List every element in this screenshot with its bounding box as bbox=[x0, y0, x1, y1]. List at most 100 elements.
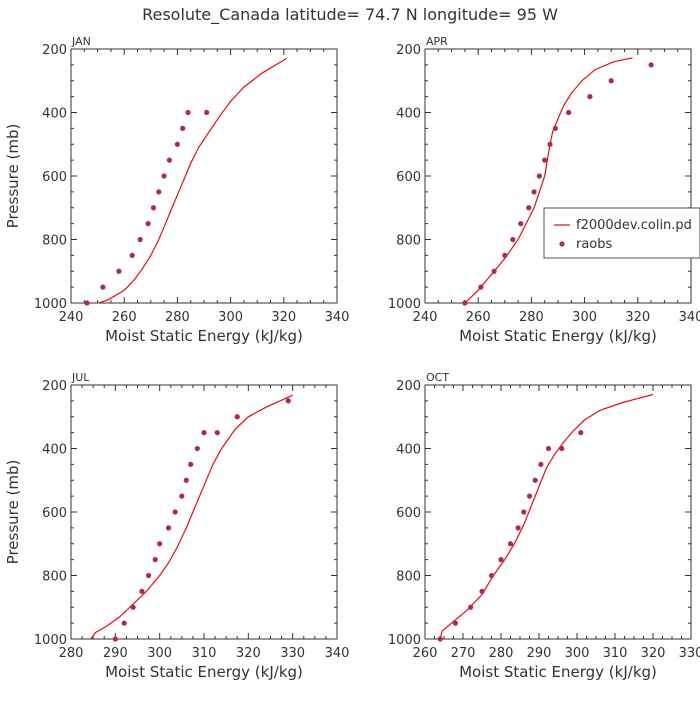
raobs-point bbox=[180, 125, 186, 131]
panels-group: 240 260 280 300 320 340 200 400 600 800 1000 JAN Moi… bbox=[4, 35, 700, 681]
raobs-point bbox=[201, 430, 207, 436]
y-tick-label: 800 bbox=[42, 570, 67, 585]
raobs-point bbox=[587, 94, 593, 100]
legend-obs-label: raobs bbox=[576, 237, 613, 252]
x-tick-label: 320 bbox=[271, 310, 296, 325]
x-tick-label: 240 bbox=[413, 310, 438, 325]
raobs-point bbox=[566, 109, 572, 116]
x-tick-label: 290 bbox=[103, 646, 128, 661]
raobs-point bbox=[179, 493, 185, 499]
raobs-point bbox=[194, 445, 200, 452]
raobs-point bbox=[542, 157, 548, 163]
raobs-point bbox=[174, 141, 180, 147]
raobs-point bbox=[479, 588, 485, 594]
raobs-point bbox=[112, 636, 118, 642]
raobs-point bbox=[145, 221, 151, 227]
raobs-point bbox=[648, 62, 654, 68]
raobs-point bbox=[100, 284, 106, 290]
y-tick-label: 1000 bbox=[388, 633, 421, 648]
y-tick-label: 400 bbox=[42, 107, 67, 122]
raobs-point bbox=[478, 284, 484, 290]
x-tick-label: 300 bbox=[218, 310, 243, 325]
x-tick-label: 320 bbox=[641, 646, 666, 661]
plot-frame bbox=[70, 384, 338, 640]
x-tick-label: 280 bbox=[165, 310, 190, 325]
raobs-point bbox=[116, 268, 122, 274]
model-line bbox=[97, 57, 287, 303]
plot-frame bbox=[70, 48, 338, 304]
x-axis-label: Moist Static Energy (kJ/kg) bbox=[105, 327, 303, 345]
raobs-point bbox=[488, 572, 495, 579]
raobs-point bbox=[185, 109, 191, 116]
y-tick-label: 200 bbox=[396, 43, 421, 58]
y-tick-label: 400 bbox=[42, 443, 67, 458]
raobs-point bbox=[536, 173, 542, 179]
x-tick-label: 300 bbox=[565, 646, 590, 661]
raobs-point bbox=[166, 157, 173, 163]
x-tick-label: 320 bbox=[236, 646, 261, 661]
y-tick-label: 200 bbox=[42, 43, 67, 58]
raobs-point bbox=[559, 445, 565, 452]
plot-frame bbox=[424, 48, 692, 304]
raobs-point bbox=[502, 252, 508, 258]
panel-title: APR bbox=[426, 35, 448, 48]
panel-jul: 280 290 300 310 320 330 340 200 400 600 800 1000 JUL… bbox=[4, 371, 349, 681]
raobs-point bbox=[161, 173, 167, 179]
x-tick-label: 340 bbox=[679, 310, 700, 325]
y-tick-label: 1000 bbox=[34, 633, 67, 648]
raobs-point bbox=[165, 525, 172, 531]
plot-frame bbox=[424, 384, 692, 640]
figure-title: Resolute_Canada latitude= 74.7 N longitu… bbox=[142, 5, 558, 25]
x-tick-label: 240 bbox=[59, 310, 84, 325]
panel-oct: 260 270 280 290 300 310 320 330 200 400 600 800 1000… bbox=[388, 371, 700, 681]
x-tick-label: 290 bbox=[527, 646, 552, 661]
y-tick-label: 600 bbox=[396, 170, 421, 185]
raobs-point bbox=[510, 236, 516, 243]
raobs-point bbox=[491, 268, 497, 274]
x-tick-label: 300 bbox=[572, 310, 597, 325]
legend-point-swatch bbox=[559, 241, 565, 247]
raobs-point bbox=[462, 300, 468, 306]
legend-box bbox=[543, 207, 700, 259]
y-axis-label: Pressure (mb) bbox=[4, 460, 22, 565]
y-tick-label: 200 bbox=[396, 379, 421, 394]
model-line bbox=[439, 393, 654, 639]
x-tick-label: 310 bbox=[603, 646, 628, 661]
raobs-point bbox=[172, 509, 178, 515]
y-tick-label: 1000 bbox=[388, 297, 421, 312]
raobs-point bbox=[552, 125, 558, 131]
raobs-point bbox=[183, 477, 189, 483]
x-tick-label: 300 bbox=[147, 646, 172, 661]
x-tick-label: 280 bbox=[519, 310, 544, 325]
raobs-point bbox=[204, 109, 210, 116]
x-tick-label: 260 bbox=[413, 646, 438, 661]
model-line bbox=[464, 57, 633, 303]
y-tick-label: 800 bbox=[42, 234, 67, 249]
panel-title: JUL bbox=[71, 371, 90, 384]
raobs-point bbox=[468, 604, 474, 610]
raobs-point bbox=[531, 189, 537, 195]
raobs-point bbox=[538, 461, 544, 467]
raobs-point bbox=[578, 430, 584, 436]
raobs-point bbox=[139, 588, 145, 594]
y-tick-label: 800 bbox=[396, 234, 421, 249]
legend-model-label: f2000dev.colin.pd bbox=[576, 218, 692, 233]
x-tick-label: 330 bbox=[679, 646, 700, 661]
y-tick-label: 400 bbox=[396, 443, 421, 458]
raobs-point bbox=[515, 525, 521, 531]
raobs-point bbox=[152, 557, 158, 563]
y-tick-label: 800 bbox=[396, 570, 421, 585]
panel-title: OCT bbox=[426, 371, 449, 384]
raobs-point bbox=[545, 445, 552, 452]
raobs-point bbox=[145, 572, 152, 579]
raobs-point bbox=[214, 430, 220, 436]
raobs-point bbox=[234, 414, 240, 420]
raobs-point bbox=[150, 205, 157, 211]
x-tick-label: 320 bbox=[625, 310, 650, 325]
raobs-point bbox=[84, 300, 90, 306]
raobs-point bbox=[452, 620, 458, 626]
x-tick-label: 330 bbox=[280, 646, 305, 661]
raobs-point bbox=[129, 252, 135, 258]
raobs-point bbox=[521, 509, 527, 515]
x-tick-label: 260 bbox=[466, 310, 491, 325]
